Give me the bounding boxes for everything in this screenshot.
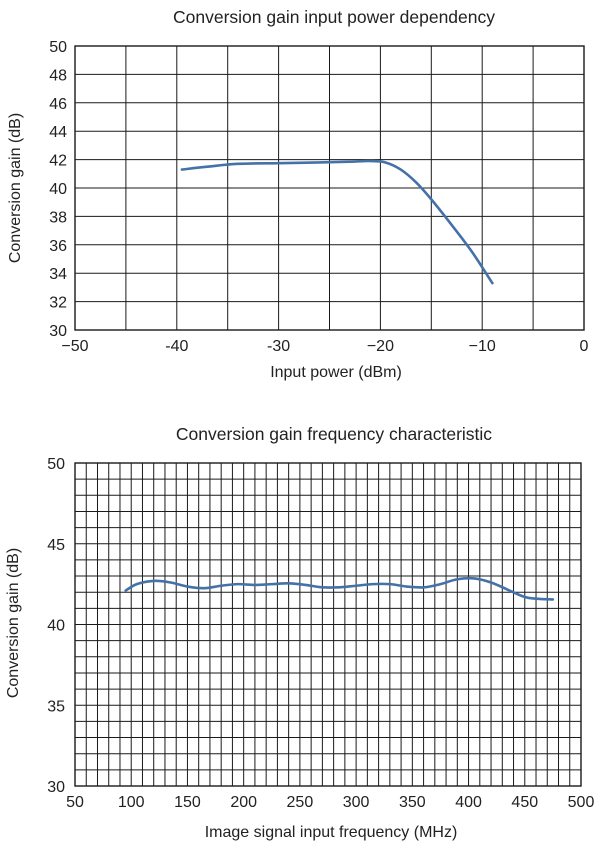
tick-labels: −50 -40 -30 −20 −10 0 30 32 34 36 38 40 42 44 46 48 50 — [49, 39, 588, 355]
y-tick-label: 46 — [49, 96, 67, 113]
y-tick-label: 34 — [49, 266, 67, 283]
y-tick-label: 36 — [49, 238, 67, 255]
x-tick-label: 0 — [580, 338, 589, 355]
x-tick-label: 350 — [399, 794, 426, 811]
y-tick-label: 50 — [49, 39, 67, 56]
series-line — [180, 159, 494, 285]
x-tick-label: −20 — [367, 338, 394, 355]
plot-frame — [74, 45, 585, 331]
y-axis-label: Conversion gain (dB) — [7, 113, 24, 263]
y-axis-label: Conversion gain (dB) — [5, 548, 22, 698]
frequency-characteristic-chart: Conversion gain frequency characteristic… — [5, 424, 594, 841]
y-tick-label: 45 — [47, 537, 65, 554]
y-tick-label: 32 — [49, 295, 67, 312]
series-line — [124, 576, 555, 601]
x-tick-label: -40 — [165, 338, 188, 355]
x-tick-label: −50 — [61, 338, 88, 355]
y-tick-label: 42 — [49, 153, 67, 170]
x-tick-label: 500 — [568, 794, 595, 811]
x-tick-label: -30 — [267, 338, 290, 355]
power-dependency-chart: Conversion gain input power dependency −… — [7, 7, 589, 381]
y-tick-label: 30 — [47, 779, 65, 796]
tick-labels: 50 100 150 200 250 300 350 400 450 500 30 35 40 45 50 — [47, 456, 594, 811]
plot-frame — [74, 462, 582, 787]
y-tick-label: 44 — [49, 124, 67, 141]
y-tick-label: 40 — [47, 618, 65, 635]
x-tick-label: 150 — [174, 794, 201, 811]
x-tick-label: 50 — [66, 794, 84, 811]
x-tick-label: −10 — [469, 338, 496, 355]
y-tick-label: 35 — [47, 698, 65, 715]
x-tick-label: 400 — [455, 794, 482, 811]
chart-title: Conversion gain frequency characteristic — [176, 424, 492, 444]
y-tick-label: 30 — [49, 323, 67, 340]
x-tick-label: 100 — [118, 794, 145, 811]
chart-title: Conversion gain input power dependency — [173, 7, 495, 27]
grid — [74, 462, 582, 787]
x-tick-label: 300 — [343, 794, 370, 811]
x-tick-label: 250 — [287, 794, 314, 811]
grid — [74, 45, 585, 331]
x-axis-label: Input power (dBm) — [270, 364, 402, 381]
x-axis-label: Image signal input frequency (MHz) — [205, 824, 458, 841]
y-tick-label: 50 — [47, 456, 65, 473]
y-tick-label: 38 — [49, 209, 67, 226]
x-tick-label: 450 — [511, 794, 538, 811]
y-tick-label: 40 — [49, 181, 67, 198]
y-tick-label: 48 — [49, 67, 67, 84]
x-tick-label: 200 — [230, 794, 257, 811]
